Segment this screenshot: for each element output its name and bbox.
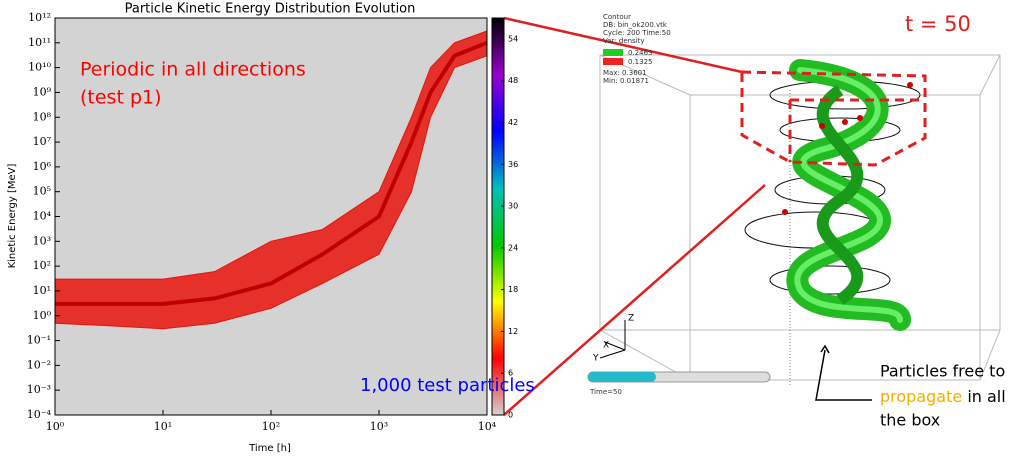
colorbar <box>491 17 505 416</box>
y-tick-label: 10⁸ <box>33 110 52 123</box>
axis-y: Y <box>592 354 599 364</box>
plot-background <box>55 18 487 415</box>
viz-legend: Cycle: 200 Time:50 <box>603 29 671 37</box>
y-tick-label: 10⁴ <box>33 210 52 223</box>
note: propagate in all <box>880 387 1006 406</box>
y-tick-label: 10⁻² <box>27 358 51 371</box>
render-3d <box>503 16 1001 416</box>
y-tick-label: 10¹ <box>33 284 51 297</box>
y-tick-label: 10⁷ <box>33 135 52 148</box>
time-label: t = 50 <box>905 12 971 36</box>
colorbar-tick-label: 24 <box>508 243 518 252</box>
y-tick-label: 10⁵ <box>33 185 51 198</box>
colorbar-tick-label: 6 <box>508 369 513 378</box>
colorbar-tick-label: 36 <box>508 160 518 169</box>
annotation: 1,000 test particles <box>360 375 535 396</box>
colorbar-tick-label: 30 <box>508 202 518 211</box>
y-tick-label: 10⁻¹ <box>27 334 51 347</box>
y-tick-label: 10⁻³ <box>27 383 51 396</box>
chart-title: Particle Kinetic Energy Distribution Evo… <box>125 2 416 17</box>
y-tick-label: 10⁻⁴ <box>27 408 52 421</box>
y-tick-label: 10² <box>33 259 51 272</box>
axis-z: Z <box>628 314 634 324</box>
note-highlight: propagate <box>880 387 962 406</box>
contour-level: 0.1325 <box>628 58 653 66</box>
viz-max: Max: 0.3601 <box>603 69 647 77</box>
time-slider-label: Time=50 <box>589 388 622 396</box>
x-tick-label: 10⁰ <box>46 420 65 433</box>
annotation: Periodic in all directions <box>80 59 306 81</box>
y-tick-label: 10⁶ <box>33 160 52 173</box>
y-axis-label: Kinetic Energy [MeV] <box>7 164 18 269</box>
colorbar-tick-label: 0 <box>508 411 513 420</box>
x-tick-label: 10¹ <box>154 420 172 433</box>
viz-legend: DB: bin_ok200.vtk <box>603 21 668 29</box>
note: in all <box>967 387 1005 406</box>
x-axis-label: Time [h] <box>248 443 291 454</box>
note: Particles free to <box>880 362 1005 381</box>
viz-legend: Contour <box>603 13 631 21</box>
y-tick-label: 10¹¹ <box>28 36 51 49</box>
colorbar-tick-label: 12 <box>508 327 518 336</box>
colorbar-tick-label: 18 <box>508 285 518 294</box>
density-core <box>55 40 488 306</box>
colorbar-tick-label: 42 <box>508 118 518 127</box>
y-tick-label: 10³ <box>33 234 51 247</box>
viz-min: Min: 0.01871 <box>603 77 649 85</box>
viz-legend: Var: density <box>603 37 645 45</box>
annotation: (test p1) <box>80 87 162 109</box>
y-tick-label: 10⁰ <box>33 309 52 322</box>
colorbar-tick-label: 48 <box>508 76 518 85</box>
x-tick-label: 10³ <box>370 420 388 433</box>
axis-x: X <box>603 341 609 351</box>
note: the box <box>880 411 940 430</box>
x-tick-label: 10² <box>262 420 280 433</box>
y-tick-label: 10¹² <box>28 11 51 24</box>
y-tick-label: 10¹⁰ <box>28 61 51 74</box>
y-tick-label: 10⁹ <box>33 85 52 98</box>
x-tick-label: 10⁴ <box>478 420 497 433</box>
contour-level: 0.2463 <box>628 49 653 57</box>
colorbar-tick-label: 54 <box>508 34 518 43</box>
